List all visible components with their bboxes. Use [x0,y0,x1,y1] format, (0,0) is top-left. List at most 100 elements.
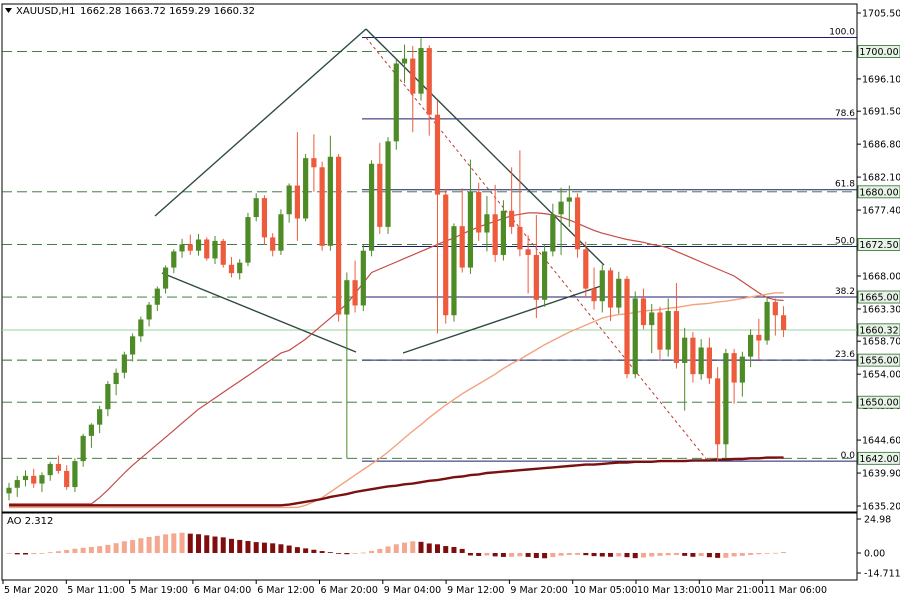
bear-candle[interactable] [270,233,276,257]
bull-candle[interactable] [22,470,29,487]
bull-candle[interactable] [286,183,292,223]
bear-candle[interactable] [525,235,531,294]
bear-candle[interactable] [517,150,523,257]
bull-candle[interactable] [162,265,169,294]
bull-candle[interactable] [393,59,399,150]
bull-candle[interactable] [558,187,564,255]
bear-candle[interactable] [377,142,383,234]
bear-candle[interactable] [780,306,787,337]
bear-candle[interactable] [294,132,300,241]
bull-candle[interactable] [154,286,160,312]
bull-candle[interactable] [542,245,548,307]
bear-candle[interactable] [607,267,614,321]
bull-candle[interactable] [97,405,103,434]
bear-candle[interactable] [706,337,712,384]
bear-candle[interactable] [220,238,226,268]
bull-candle[interactable] [130,333,136,362]
bear-candle[interactable] [55,455,62,474]
bull-candle[interactable] [418,38,424,101]
bull-candle[interactable] [195,233,202,256]
bear-candle[interactable] [533,214,539,319]
bull-candle[interactable] [385,137,391,234]
bear-candle[interactable] [731,348,737,404]
bull-candle[interactable] [105,381,111,417]
bull-candle[interactable] [80,433,86,467]
bear-candle[interactable] [426,45,432,136]
bull-candle[interactable] [146,301,152,327]
bull-candle[interactable] [344,272,350,459]
bull-candle[interactable] [451,223,457,322]
bear-candle[interactable] [756,318,762,361]
bear-candle[interactable] [459,188,465,273]
bull-candle[interactable] [739,351,745,397]
bull-candle[interactable] [327,135,333,251]
bear-candle[interactable] [591,267,597,310]
bull-candle[interactable] [682,327,688,411]
bull-candle[interactable] [401,44,408,84]
trend-line[interactable] [365,28,605,266]
bull-candle[interactable] [39,472,45,492]
bull-candle[interactable] [723,348,729,459]
bull-candle[interactable] [484,196,490,252]
bear-candle[interactable] [443,189,449,324]
bear-candle[interactable] [187,234,193,255]
bull-candle[interactable] [599,264,605,313]
bull-candle[interactable] [616,271,622,314]
bull-candle[interactable] [171,249,177,274]
bear-candle[interactable] [624,275,630,379]
bull-candle[interactable] [179,238,185,258]
bear-candle[interactable] [64,465,70,490]
bull-candle[interactable] [764,297,770,345]
bull-candle[interactable] [14,475,20,497]
bear-candle[interactable] [673,282,680,369]
bear-candle[interactable] [319,161,325,251]
bull-candle[interactable] [748,329,754,368]
bear-candle[interactable] [690,332,696,383]
bull-candle[interactable] [649,304,655,354]
bear-candle[interactable] [204,237,210,261]
bear-candle[interactable] [715,367,721,462]
bull-candle[interactable] [665,298,671,357]
bear-candle[interactable] [311,134,317,192]
price-panel[interactable]: 100.0 78.6 61.8 50.0 38.2 23.6 0.0 [1,3,858,513]
bull-candle[interactable] [72,458,78,492]
bull-candle[interactable] [360,244,366,312]
ao-panel[interactable] [1,512,858,581]
bear-candle[interactable] [574,193,581,258]
bull-candle[interactable] [278,209,284,255]
bear-candle[interactable] [640,288,647,330]
bear-candle[interactable] [410,45,416,133]
bull-candle[interactable] [698,339,704,380]
bear-candle[interactable] [31,468,37,488]
bull-candle[interactable] [113,368,119,396]
bear-candle[interactable] [352,260,358,313]
trend-line[interactable] [161,272,357,353]
bear-candle[interactable] [492,184,498,262]
bear-candle[interactable] [228,257,235,278]
bear-candle[interactable] [476,182,482,241]
collapse-arrow-icon[interactable] [5,8,12,13]
bear-candle[interactable] [261,195,268,245]
bear-candle[interactable] [772,298,778,336]
bear-candle[interactable] [657,306,663,361]
bear-candle[interactable] [509,167,515,234]
bull-candle[interactable] [245,212,251,267]
bull-candle[interactable] [632,291,638,379]
bull-candle[interactable] [212,236,218,265]
bull-candle[interactable] [237,259,243,280]
bull-candle[interactable] [121,351,127,379]
trend-line[interactable] [154,28,367,217]
bull-candle[interactable] [467,159,474,274]
bull-candle[interactable] [6,482,12,501]
bull-candle[interactable] [550,203,556,257]
bear-candle[interactable] [434,100,441,334]
bull-candle[interactable] [368,160,375,257]
bull-candle[interactable] [88,423,94,448]
bull-candle[interactable] [303,153,309,222]
bull-candle[interactable] [566,185,572,227]
bull-candle[interactable] [47,461,53,481]
bear-candle[interactable] [583,241,589,298]
bull-candle[interactable] [500,200,506,261]
bear-candle[interactable] [336,153,342,322]
